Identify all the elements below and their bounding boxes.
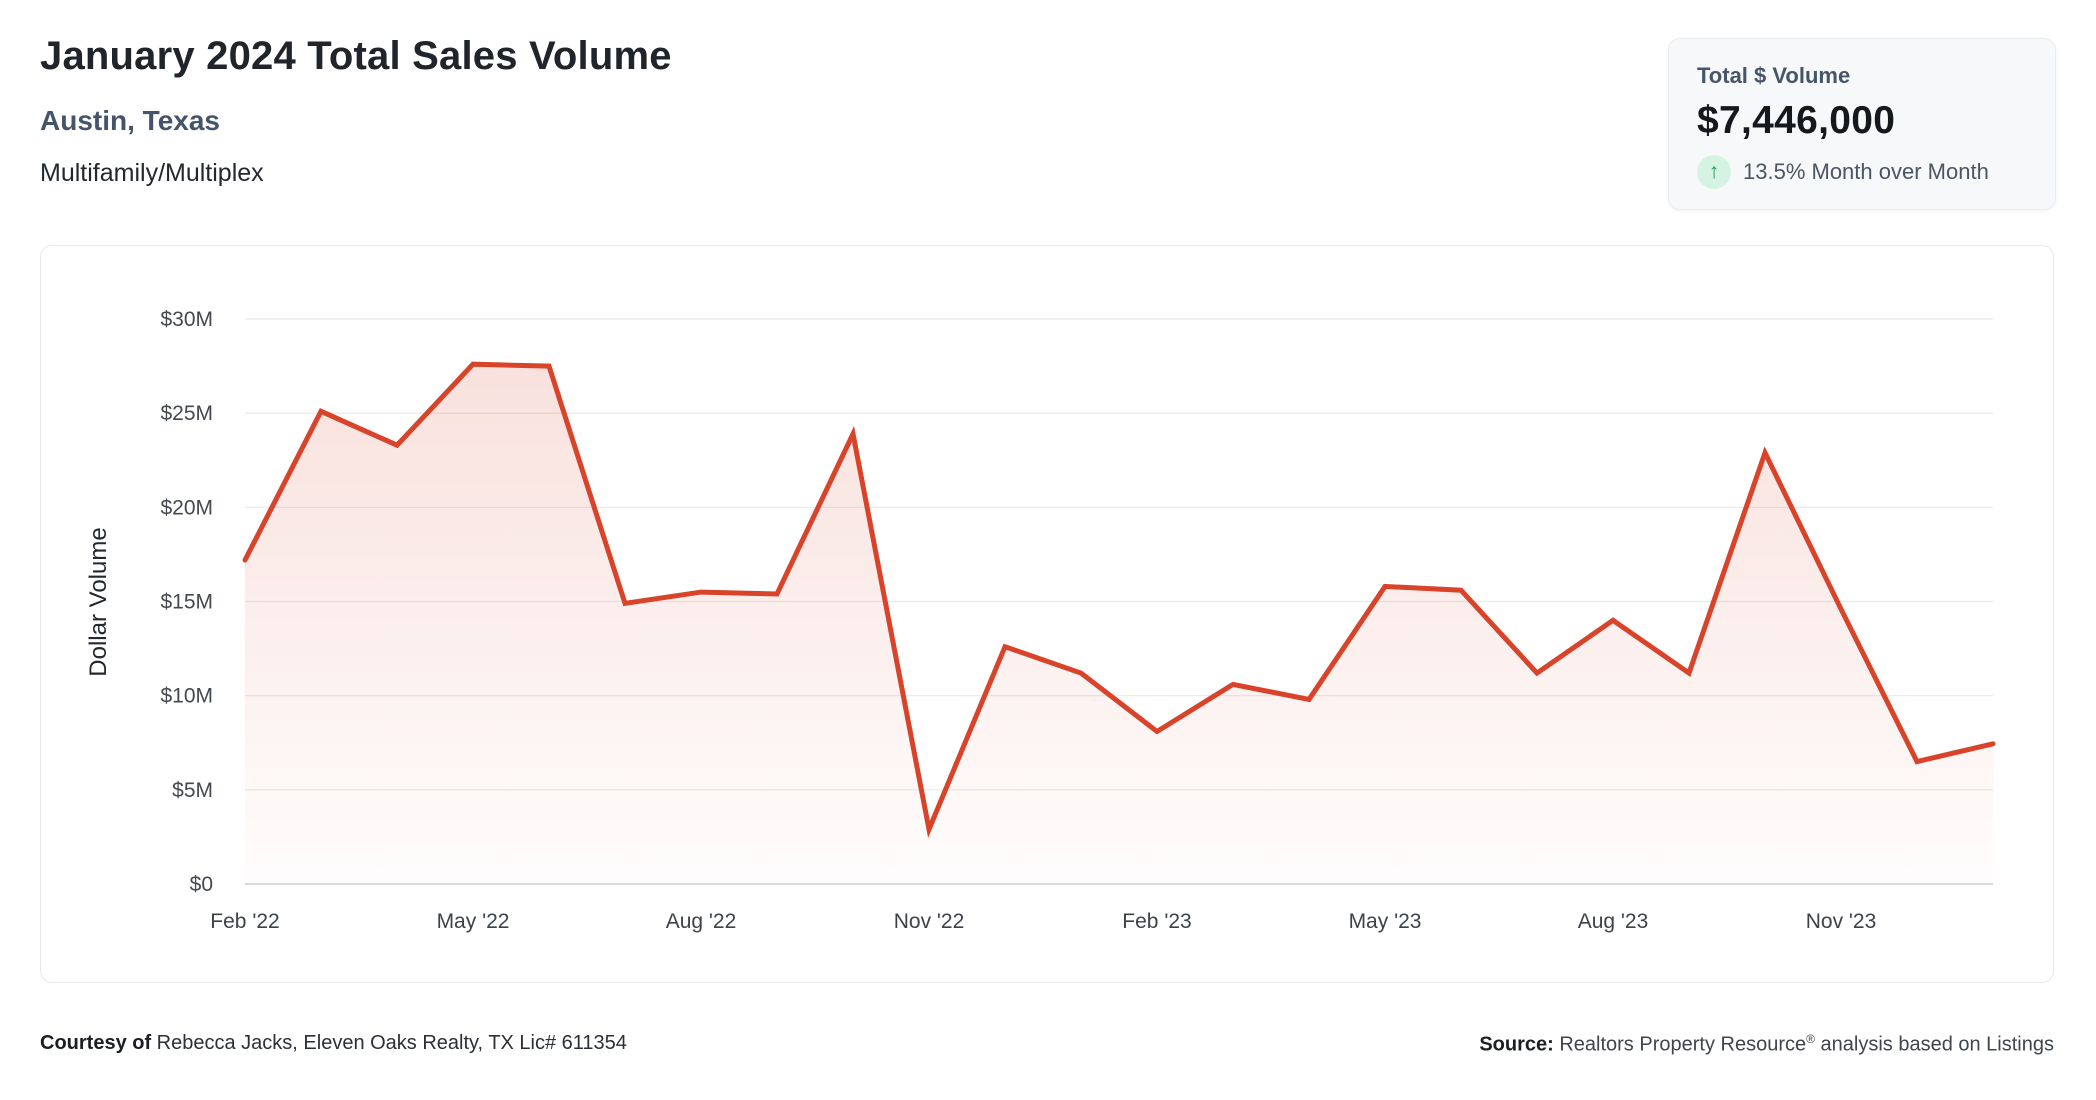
x-tick-label: Feb '23: [1122, 910, 1191, 933]
x-tick-label: May '23: [1349, 910, 1422, 933]
sales-volume-area-chart: $0 $5M $10M $15M $20M $25M $30M Feb '22 May '22 A…: [160, 308, 1996, 933]
source-label: Source:: [1479, 1033, 1554, 1056]
stat-label: Total $ Volume: [1697, 63, 1851, 88]
y-tick-label: $15M: [160, 591, 213, 614]
stat-value: $7,446,000: [1697, 99, 1896, 142]
page-title: January 2024 Total Sales Volume: [40, 34, 672, 78]
source-body-pre: Realtors Property Resource: [1553, 1033, 1807, 1056]
x-tick-label: Nov '22: [894, 910, 965, 933]
property-type-subtitle: Multifamily/Multiplex: [40, 159, 264, 187]
x-tick-label: Aug '22: [666, 910, 737, 933]
y-tick-label: $25M: [160, 402, 213, 425]
registered-trademark-symbol: ®: [1806, 1032, 1815, 1046]
total-volume-stat-card: Total $ Volume $7,446,000 ↑ 13.5% Month …: [1668, 38, 2056, 210]
courtesy-text: Courtesy of Rebecca Jacks, Eleven Oaks R…: [40, 1032, 627, 1057]
area-fill: [245, 364, 1993, 884]
trend-text: 13.5% Month over Month: [1743, 159, 1989, 184]
x-tick-label: May '22: [437, 910, 510, 933]
y-tick-label: $10M: [160, 685, 213, 708]
y-tick-label: $0: [190, 873, 213, 896]
report-footer: Courtesy of Rebecca Jacks, Eleven Oaks R…: [40, 1032, 2054, 1057]
stat-trend-row: ↑ 13.5% Month over Month: [1697, 155, 2027, 189]
up-arrow-glyph: ↑: [1708, 160, 1720, 183]
report-header: January 2024 Total Sales Volume Austin, …: [40, 34, 672, 188]
y-axis-title: Dollar Volume: [85, 527, 112, 677]
y-tick-label: $5M: [172, 779, 213, 802]
x-tick-label: Nov '23: [1806, 910, 1877, 933]
y-tick-label: $20M: [160, 496, 213, 519]
courtesy-label: Courtesy of: [40, 1032, 152, 1054]
sales-volume-chart-card: $0 $5M $10M $15M $20M $25M $30M Feb '22 May '22 A…: [40, 245, 2054, 983]
x-tick-label: Aug '23: [1578, 910, 1649, 933]
dollar-volume-line: [242, 361, 1996, 839]
trend-up-icon: ↑: [1697, 155, 1731, 189]
y-tick-label: $30M: [160, 308, 213, 331]
location-subtitle: Austin, Texas: [40, 105, 220, 136]
courtesy-body: Rebecca Jacks, Eleven Oaks Realty, TX Li…: [151, 1032, 627, 1054]
x-tick-label: Feb '22: [210, 910, 279, 933]
source-text: Source: Realtors Property Resource® anal…: [1479, 1032, 2054, 1057]
source-body-post: analysis based on Listings: [1814, 1033, 2055, 1056]
